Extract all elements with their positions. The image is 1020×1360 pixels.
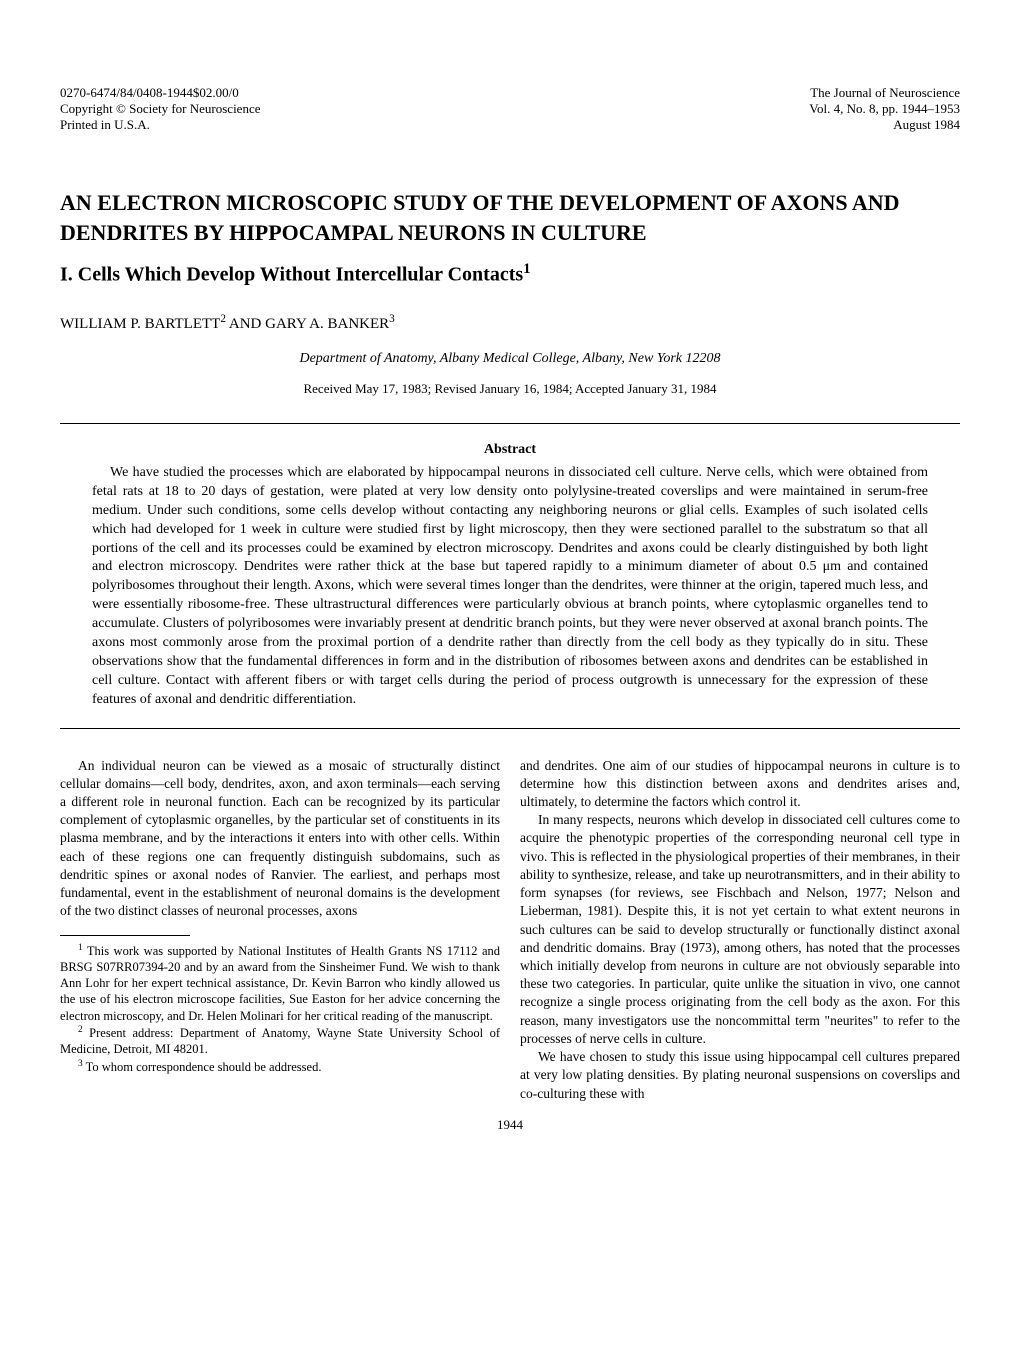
footnote-3: 3 To whom correspondence should be addre… bbox=[60, 1058, 500, 1075]
journal-name: The Journal of Neuroscience bbox=[809, 85, 960, 101]
body-paragraph-1: An individual neuron can be viewed as a … bbox=[60, 757, 500, 921]
body-paragraph-2: and dendrites. One aim of our studies of… bbox=[520, 757, 960, 812]
printed-line: Printed in U.S.A. bbox=[60, 117, 261, 133]
issn-line: 0270-6474/84/0408-1944$02.00/0 bbox=[60, 85, 261, 101]
copyright-line: Copyright © Society for Neuroscience bbox=[60, 101, 261, 117]
footnote-2: 2 Present address: Department of Anatomy… bbox=[60, 1024, 500, 1058]
author-separator: AND GARY A. BANKER bbox=[226, 316, 389, 332]
body-paragraph-4: We have chosen to study this issue using… bbox=[520, 1048, 960, 1103]
divider-bottom bbox=[60, 728, 960, 729]
body-paragraph-3: In many respects, neurons which develop … bbox=[520, 811, 960, 1048]
authors: WILLIAM P. BARTLETT2 AND GARY A. BANKER3 bbox=[60, 313, 960, 333]
subtitle-text: I. Cells Which Develop Without Intercell… bbox=[60, 264, 523, 286]
footnote-2-text: Present address: Department of Anatomy, … bbox=[60, 1026, 500, 1056]
footnote-3-text: To whom correspondence should be address… bbox=[83, 1060, 322, 1074]
manuscript-dates: Received May 17, 1983; Revised January 1… bbox=[60, 381, 960, 397]
right-column: and dendrites. One aim of our studies of… bbox=[520, 757, 960, 1103]
footnote-1-text: This work was supported by National Inst… bbox=[60, 944, 500, 1023]
left-column: An individual neuron can be viewed as a … bbox=[60, 757, 500, 1103]
page-number: 1944 bbox=[60, 1117, 960, 1133]
article-title: AN ELECTRON MICROSCOPIC STUDY OF THE DEV… bbox=[60, 188, 960, 247]
subtitle-footnote-ref: 1 bbox=[523, 261, 531, 277]
article-subtitle: I. Cells Which Develop Without Intercell… bbox=[60, 261, 960, 287]
issue-date: August 1984 bbox=[809, 117, 960, 133]
footnote-1: 1 This work was supported by National In… bbox=[60, 942, 500, 1024]
author-2-footnote: 3 bbox=[389, 313, 395, 325]
abstract-heading: Abstract bbox=[92, 442, 928, 458]
header-right: The Journal of Neuroscience Vol. 4, No. … bbox=[809, 85, 960, 133]
affiliation: Department of Anatomy, Albany Medical Co… bbox=[60, 351, 960, 367]
footnote-divider bbox=[60, 935, 190, 936]
journal-header: 0270-6474/84/0408-1944$02.00/0 Copyright… bbox=[60, 85, 960, 133]
divider-top bbox=[60, 423, 960, 424]
abstract-text: We have studied the processes which are … bbox=[92, 464, 928, 710]
author-1: WILLIAM P. BARTLETT bbox=[60, 316, 220, 332]
abstract-section: Abstract We have studied the processes w… bbox=[60, 442, 960, 710]
header-left: 0270-6474/84/0408-1944$02.00/0 Copyright… bbox=[60, 85, 261, 133]
body-text: An individual neuron can be viewed as a … bbox=[60, 757, 960, 1103]
volume-info: Vol. 4, No. 8, pp. 1944–1953 bbox=[809, 101, 960, 117]
